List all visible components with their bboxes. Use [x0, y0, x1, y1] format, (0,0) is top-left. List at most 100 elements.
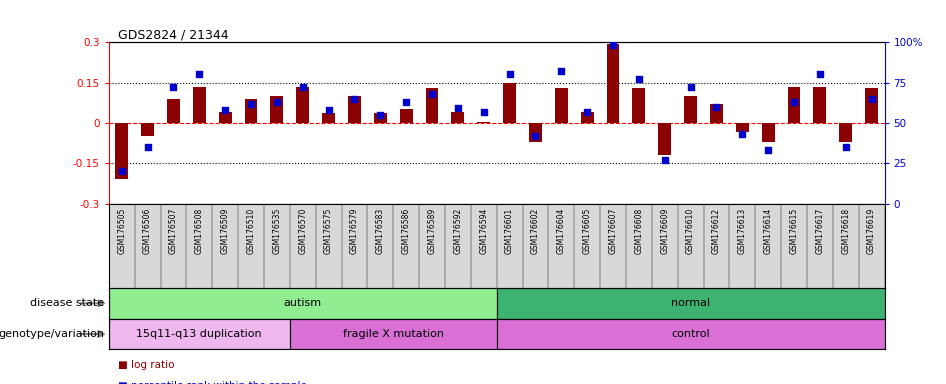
- Text: GSM176619: GSM176619: [867, 208, 876, 254]
- Text: GSM176586: GSM176586: [402, 208, 411, 254]
- Bar: [426, 88, 438, 123]
- Text: autism: autism: [284, 298, 322, 308]
- Text: GSM176506: GSM176506: [143, 208, 152, 254]
- Text: GSM176618: GSM176618: [841, 208, 850, 254]
- Text: GSM176592: GSM176592: [453, 208, 463, 254]
- Point: [735, 131, 750, 137]
- Point: [683, 84, 698, 91]
- Text: fragile X mutation: fragile X mutation: [342, 329, 444, 339]
- Bar: [289, 319, 497, 349]
- Text: GSM176601: GSM176601: [505, 208, 514, 254]
- Text: disease state: disease state: [30, 298, 104, 308]
- Point: [786, 99, 801, 105]
- Text: GSM176583: GSM176583: [376, 208, 385, 254]
- Bar: [219, 112, 232, 123]
- Bar: [166, 99, 180, 123]
- Bar: [109, 288, 497, 319]
- Text: GSM176610: GSM176610: [686, 208, 695, 254]
- Bar: [658, 123, 671, 155]
- Bar: [497, 319, 885, 349]
- Point: [476, 109, 491, 115]
- Text: GSM176505: GSM176505: [117, 208, 126, 254]
- Point: [373, 112, 388, 118]
- Point: [270, 99, 285, 105]
- Bar: [497, 288, 885, 319]
- Bar: [348, 96, 361, 123]
- Bar: [399, 109, 412, 123]
- Point: [321, 107, 336, 113]
- Point: [761, 147, 776, 153]
- Text: GSM176570: GSM176570: [298, 208, 307, 254]
- Bar: [271, 96, 284, 123]
- Point: [864, 96, 879, 102]
- Text: 15q11-q13 duplication: 15q11-q13 duplication: [136, 329, 262, 339]
- Bar: [814, 87, 826, 123]
- Text: GSM176579: GSM176579: [350, 208, 359, 254]
- Point: [709, 104, 724, 110]
- Bar: [787, 87, 800, 123]
- Point: [657, 157, 673, 163]
- Text: GSM176575: GSM176575: [324, 208, 333, 254]
- Point: [813, 71, 828, 78]
- Text: GSM176589: GSM176589: [428, 208, 436, 254]
- Bar: [606, 44, 620, 123]
- Point: [502, 71, 517, 78]
- Text: control: control: [672, 329, 710, 339]
- Point: [243, 101, 258, 107]
- Bar: [684, 96, 697, 123]
- Text: GSM176614: GSM176614: [763, 208, 773, 254]
- Point: [218, 107, 233, 113]
- Bar: [244, 99, 257, 123]
- Bar: [477, 121, 490, 123]
- Bar: [109, 319, 289, 349]
- Point: [450, 105, 465, 111]
- Bar: [529, 123, 542, 142]
- Bar: [296, 87, 309, 123]
- Text: GSM176510: GSM176510: [247, 208, 255, 254]
- Bar: [141, 123, 154, 136]
- Point: [347, 96, 362, 102]
- Text: GSM176605: GSM176605: [583, 208, 591, 254]
- Text: normal: normal: [671, 298, 710, 308]
- Bar: [710, 104, 723, 123]
- Point: [631, 76, 646, 83]
- Point: [528, 133, 543, 139]
- Text: genotype/variation: genotype/variation: [0, 329, 104, 339]
- Bar: [865, 88, 878, 123]
- Text: GSM176617: GSM176617: [815, 208, 824, 254]
- Text: GSM176508: GSM176508: [195, 208, 203, 254]
- Bar: [839, 123, 852, 142]
- Bar: [762, 123, 775, 142]
- Point: [295, 84, 310, 91]
- Text: GSM176608: GSM176608: [635, 208, 643, 254]
- Text: GSM176609: GSM176609: [660, 208, 669, 254]
- Text: ■ log ratio: ■ log ratio: [118, 360, 175, 370]
- Point: [398, 99, 413, 105]
- Text: GSM176615: GSM176615: [790, 208, 798, 254]
- Text: GSM176535: GSM176535: [272, 208, 281, 254]
- Text: GSM176507: GSM176507: [169, 208, 178, 254]
- Bar: [193, 87, 206, 123]
- Point: [192, 71, 207, 78]
- Text: GSM176612: GSM176612: [712, 208, 721, 254]
- Bar: [115, 123, 129, 179]
- Text: GSM176602: GSM176602: [531, 208, 540, 254]
- Point: [553, 68, 569, 74]
- Text: GDS2824 / 21344: GDS2824 / 21344: [118, 28, 229, 41]
- Point: [166, 84, 181, 91]
- Bar: [322, 114, 335, 123]
- Text: GSM176594: GSM176594: [480, 208, 488, 254]
- Text: GSM176604: GSM176604: [557, 208, 566, 254]
- Bar: [736, 123, 748, 132]
- Point: [838, 144, 853, 150]
- Point: [140, 144, 155, 150]
- Bar: [632, 88, 645, 123]
- Text: GSM176509: GSM176509: [220, 208, 230, 254]
- Bar: [503, 83, 516, 123]
- Bar: [374, 114, 387, 123]
- Point: [580, 109, 595, 115]
- Text: GSM176613: GSM176613: [738, 208, 746, 254]
- Bar: [554, 88, 568, 123]
- Text: GSM176607: GSM176607: [608, 208, 618, 254]
- Point: [114, 168, 130, 174]
